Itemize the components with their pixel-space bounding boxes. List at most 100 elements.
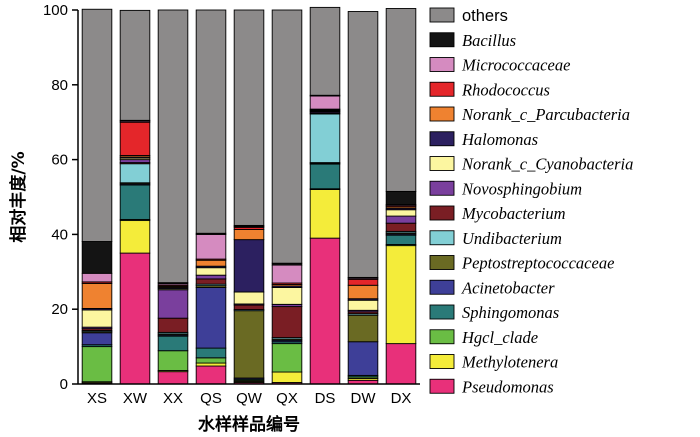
bar-segment-XS-13: [81, 272, 113, 283]
bar-segment-DS-6: [309, 113, 341, 164]
legend-label-0: Pseudomonas: [461, 377, 554, 396]
bar-segment-XW-1: [119, 220, 151, 254]
y-tick-label-60: 60: [51, 152, 68, 169]
bar-segment-DW-15: [347, 11, 379, 278]
legend-label-6: Undibacterium: [462, 229, 562, 248]
bar-segment-DS-3: [309, 163, 341, 190]
legend-swatch-3: [429, 304, 455, 320]
bar-segment-XS-11: [81, 282, 113, 309]
legend-swatch-2: [429, 329, 455, 345]
axes-layer: 0 20 40 60 80 100 XS XW XX QS QW QX DS DW DX: [43, 2, 420, 407]
bar-segment-DX-3: [385, 234, 417, 245]
bar-segment-QS-8: [195, 274, 227, 280]
bar-segment-XW-6: [119, 163, 151, 184]
legend-label-15: others: [462, 7, 508, 25]
legend-swatch-1: [429, 354, 455, 369]
bar-segment-DX-7: [385, 222, 417, 232]
legend-swatch-0: [429, 378, 455, 394]
legend-swatch-11: [429, 106, 455, 122]
bar-segment-DS-1: [309, 189, 341, 239]
bar-segment-QX-2: [271, 343, 303, 373]
bar-segment-XW-3: [119, 184, 151, 220]
y-axis-title: 相对丰度/%: [8, 151, 29, 242]
bar-segment-XX-3: [157, 335, 189, 352]
bar-segment-XS-9: [81, 309, 113, 328]
bar-segment-DS-0: [309, 237, 341, 385]
bar-segment-XS-2: [81, 346, 113, 383]
bar-segment-DW-12: [347, 278, 379, 286]
y-tick-label-40: 40: [51, 226, 68, 243]
y-tick-label-20: 20: [51, 301, 68, 318]
legend-label-5: Peptostreptococcaceae: [461, 254, 614, 273]
bar-segment-DW-11: [347, 284, 379, 300]
bar-segment-QS-9: [195, 267, 227, 276]
x-tick-label-QX: QX: [276, 390, 298, 407]
bar-segment-DX-8: [385, 215, 417, 224]
legend: others Bacillus Micrococcaceae Rhodococcus N…: [429, 7, 633, 396]
y-tick-label-100: 100: [43, 2, 68, 19]
legend-label-8: Novosphingobium: [461, 179, 582, 198]
x-tick-label-DW: DW: [351, 390, 377, 407]
legend-label-11: Norank_c_Parcubacteria: [461, 105, 630, 124]
bar-segment-QW-10: [233, 239, 265, 293]
bars-layer: [81, 6, 417, 385]
bar-segment-DS-15: [309, 6, 341, 96]
x-axis-title: 水样样品编号: [198, 414, 300, 435]
bar-segment-QS-13: [195, 233, 227, 260]
bar-segment-QX-15: [271, 9, 303, 264]
bar-segment-XS-4: [81, 332, 113, 346]
bar-segment-QW-15: [233, 9, 265, 226]
bar-segment-XS-14: [81, 241, 113, 274]
bar-segment-QX-1: [271, 371, 303, 383]
legend-swatch-12: [429, 81, 455, 97]
legend-label-1: Methylotenera: [461, 353, 558, 372]
bar-segment-QS-3: [195, 347, 227, 359]
legend-swatch-13: [429, 57, 455, 72]
bar-segment-DW-5: [347, 314, 379, 343]
bar-segment-QX-7: [271, 306, 303, 339]
x-tick-label-DX: DX: [391, 390, 412, 407]
legend-label-3: Sphingomonas: [462, 303, 559, 322]
legend-label-14: Bacillus: [462, 31, 516, 50]
legend-swatch-14: [429, 32, 455, 48]
x-tick-label-QS: QS: [200, 390, 222, 407]
legend-label-13: Micrococcaceae: [461, 56, 570, 75]
bar-segment-XX-15: [157, 9, 189, 284]
legend-swatch-15: [429, 7, 455, 23]
bar-segment-XX-0: [157, 371, 189, 385]
bar-segment-DX-14: [385, 190, 417, 205]
legend-label-9: Norank_c_Cyanobacteria: [461, 155, 633, 174]
bar-segment-QS-15: [195, 9, 227, 234]
legend-swatch-9: [429, 156, 455, 171]
legend-swatch-4: [429, 279, 455, 295]
bar-segment-DS-13: [309, 95, 341, 110]
bar-segment-DW-9: [347, 299, 379, 311]
bar-segment-XX-8: [157, 289, 189, 319]
bar-segment-QX-13: [271, 264, 303, 284]
bar-segment-DX-9: [385, 209, 417, 217]
bar-segment-QW-9: [233, 291, 265, 305]
bar-segment-DX-0: [385, 343, 417, 385]
legend-swatch-8: [429, 180, 455, 196]
x-tick-label-XS: XS: [87, 390, 107, 407]
x-tick-label-XX: XX: [163, 390, 183, 407]
legend-swatch-7: [429, 205, 455, 221]
bar-segment-DX-1: [385, 245, 417, 345]
bar-segment-XW-15: [119, 9, 151, 121]
bar-segment-XW-0: [119, 252, 151, 385]
bar-segment-DX-15: [385, 8, 417, 192]
legend-swatch-6: [429, 230, 455, 246]
bar-segment-QS-4: [195, 287, 227, 349]
legend-label-2: Hgcl_clade: [461, 328, 538, 347]
bar-segment-XS-15: [81, 8, 113, 242]
x-tick-label-XW: XW: [123, 390, 148, 407]
bar-segment-XW-12: [119, 121, 151, 156]
bar-segment-DW-4: [347, 341, 379, 376]
bar-segment-QS-0: [195, 365, 227, 385]
bar-segment-QS-7: [195, 278, 227, 285]
bar-segment-XX-2: [157, 350, 189, 371]
bar-segment-QW-7: [233, 304, 265, 311]
x-tick-label-QW: QW: [236, 390, 263, 407]
legend-label-7: Mycobacterium: [461, 204, 566, 223]
